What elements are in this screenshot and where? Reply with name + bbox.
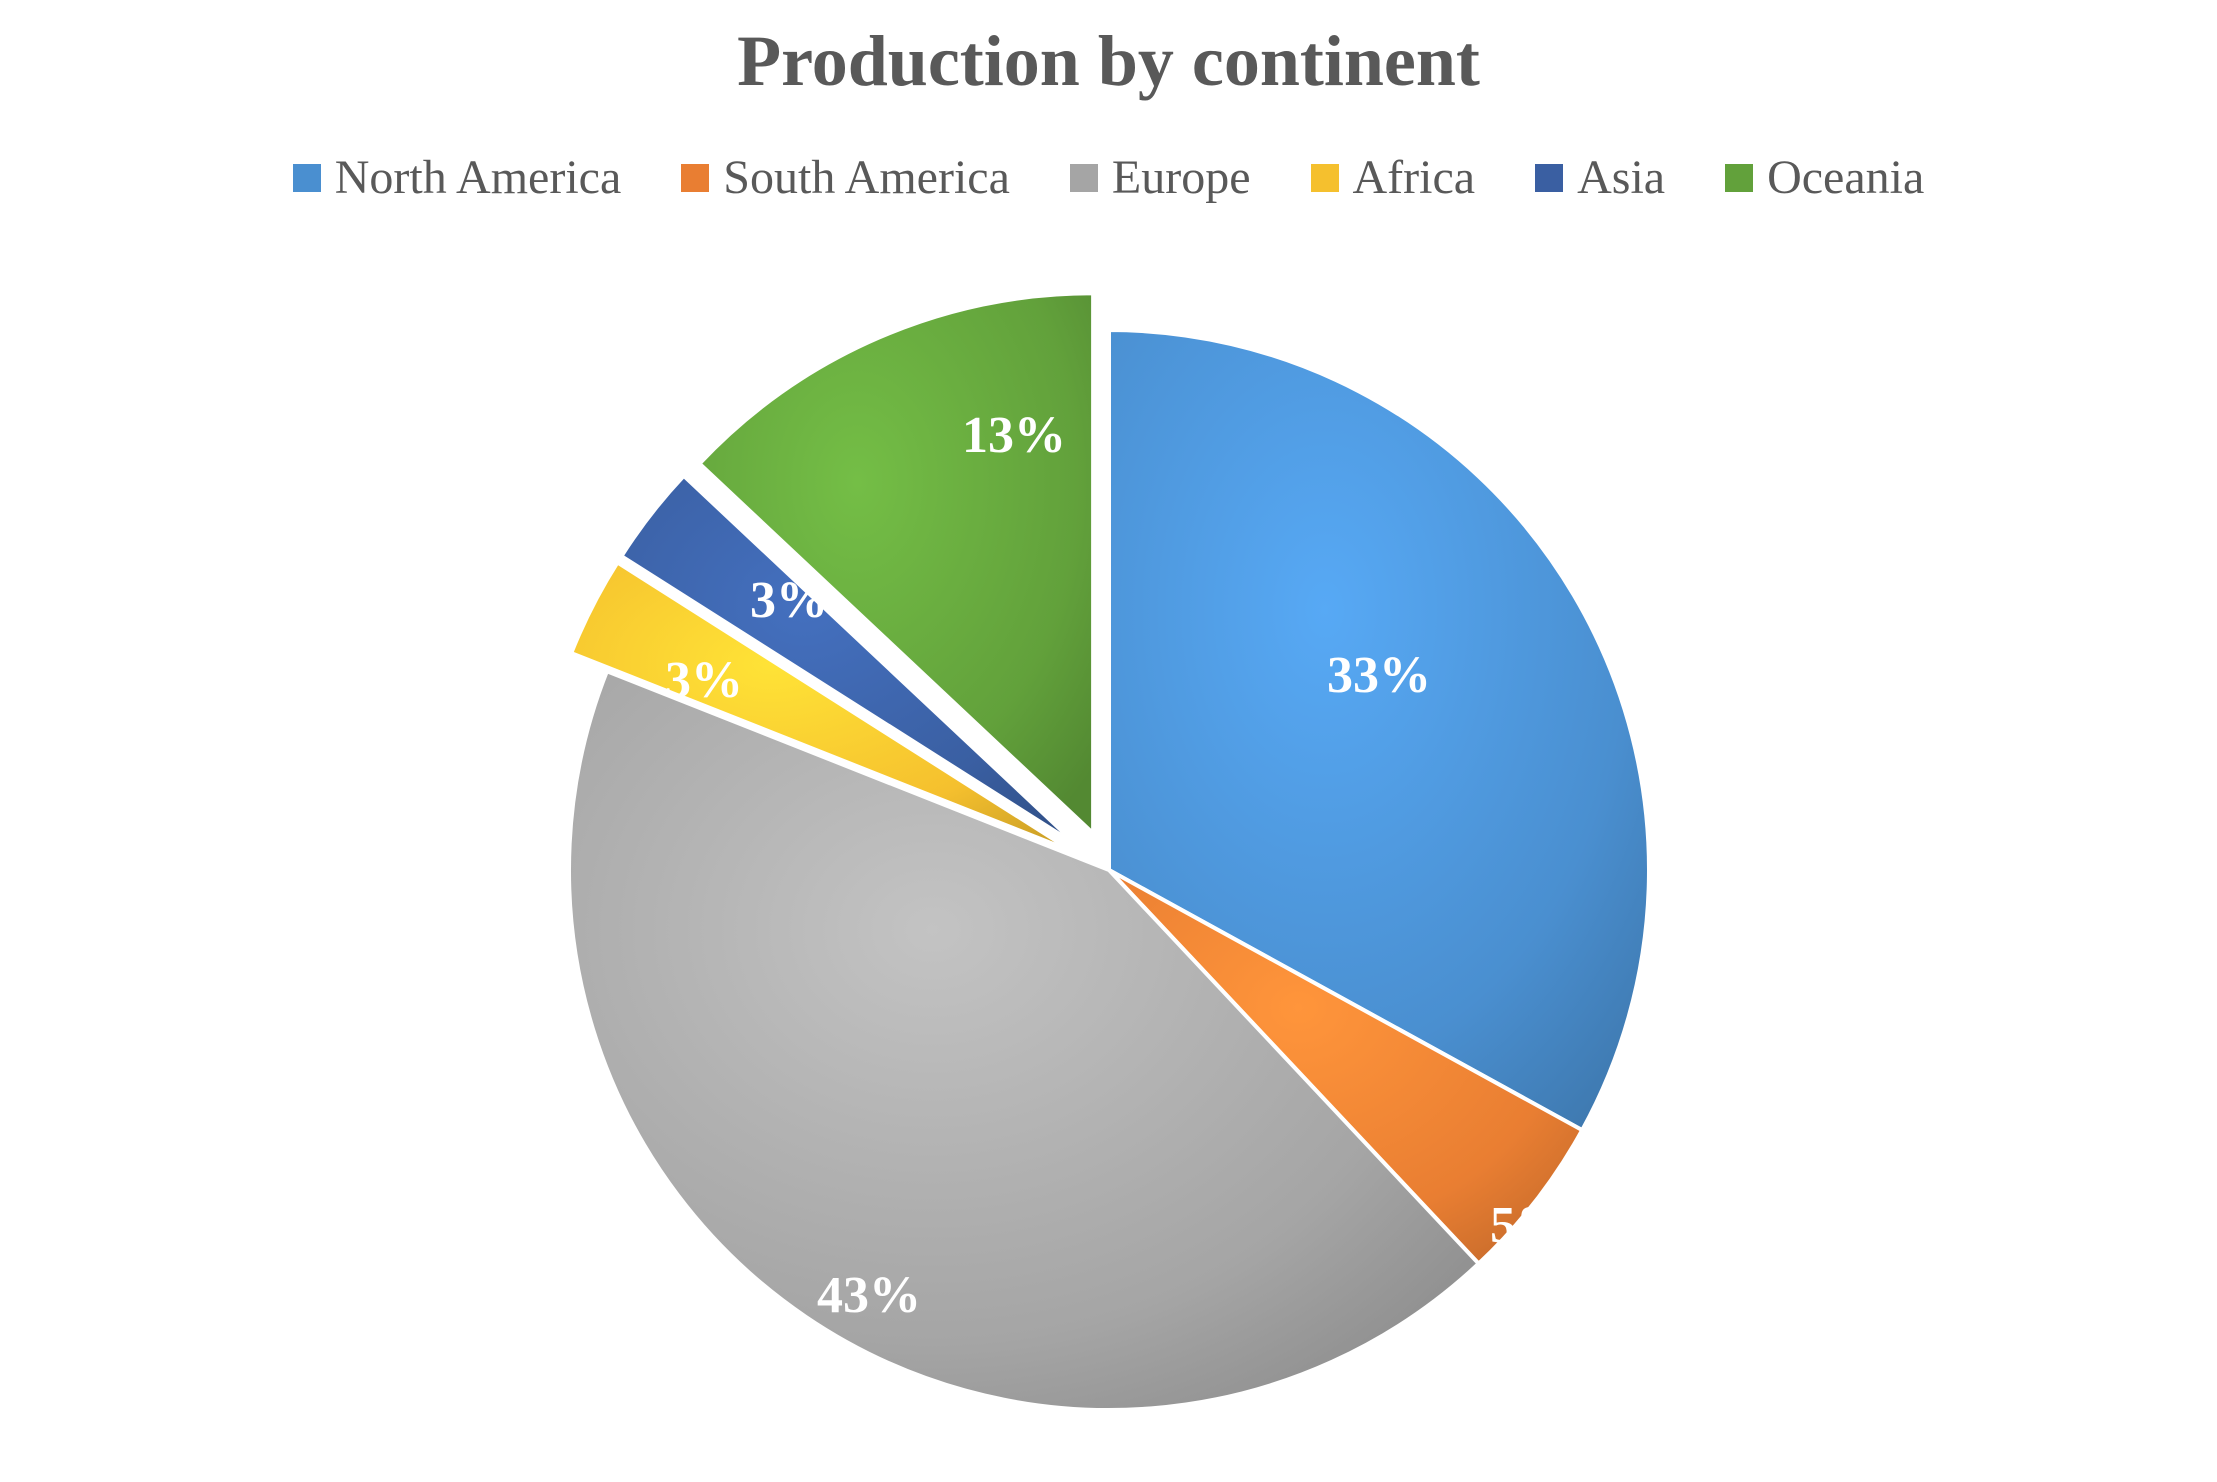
legend-swatch (1070, 164, 1098, 192)
legend-label: North America (335, 150, 622, 205)
legend-swatch (1535, 164, 1563, 192)
legend-label: Europe (1112, 150, 1251, 205)
legend-swatch (1311, 164, 1339, 192)
legend-item: Oceania (1725, 150, 1924, 205)
legend-swatch (1725, 164, 1753, 192)
legend-item: South America (681, 150, 1010, 205)
legend-swatch (293, 164, 321, 192)
slice-label: 3% (750, 572, 828, 629)
chart-container: Production by continent North America Sou… (0, 0, 2217, 1482)
legend-item: Africa (1311, 150, 1476, 205)
slice-label: 3% (665, 652, 743, 709)
legend-label: Oceania (1767, 150, 1924, 205)
slice-label: 5% (1490, 1197, 1568, 1254)
legend-label: Africa (1353, 150, 1476, 205)
pie-chart-area: 33% 5% 43% 3%3% 13% (0, 270, 2217, 1470)
pie-chart-svg: 33% 5% 43% 3%3% 13% (509, 270, 1709, 1470)
chart-title: Production by continent (0, 20, 2217, 103)
slice-label: 33% (1327, 647, 1431, 704)
legend-swatch (681, 164, 709, 192)
legend-item: North America (293, 150, 622, 205)
legend-item: Asia (1535, 150, 1665, 205)
legend-label: Asia (1577, 150, 1665, 205)
slice-label: 43% (817, 1267, 921, 1324)
legend: North America South America Europe Africa As… (0, 150, 2217, 205)
legend-item: Europe (1070, 150, 1251, 205)
slice-label: 13% (962, 407, 1066, 464)
legend-label: South America (723, 150, 1010, 205)
